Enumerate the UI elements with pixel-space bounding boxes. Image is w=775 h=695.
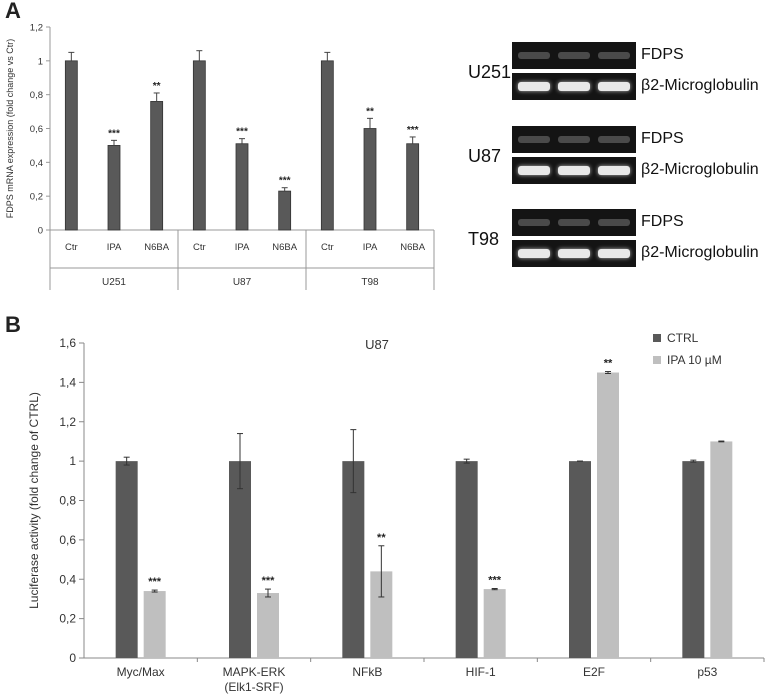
fdps-gel-strip bbox=[512, 209, 636, 236]
bar-ipa bbox=[483, 589, 506, 658]
y-tick-label: 1,6 bbox=[59, 336, 76, 350]
legend-swatch bbox=[653, 334, 661, 342]
legend-swatch bbox=[653, 356, 661, 364]
bar-ipa bbox=[143, 591, 166, 658]
y-tick-label: 0 bbox=[69, 651, 76, 665]
gel-band bbox=[558, 82, 590, 91]
legend-label: IPA 10 µM bbox=[667, 353, 722, 367]
panel-b-letter: B bbox=[5, 312, 21, 337]
x-tick-label: MAPK-ERK bbox=[223, 665, 286, 679]
bar-ctrl bbox=[682, 461, 705, 658]
gel-band bbox=[518, 249, 550, 258]
gel-band bbox=[598, 82, 630, 91]
y-tick-label: 0 bbox=[38, 226, 43, 237]
significance-label: ** bbox=[153, 81, 161, 92]
gel-band bbox=[558, 166, 590, 175]
b2m-label: β2-Microglobulin bbox=[641, 161, 759, 178]
category-label: Ctr bbox=[321, 242, 334, 253]
chart-title: U87 bbox=[365, 337, 389, 352]
gel-band bbox=[598, 136, 630, 143]
gel-band bbox=[518, 52, 550, 59]
category-label: IPA bbox=[107, 242, 122, 253]
y-tick-label: 1,2 bbox=[59, 415, 76, 429]
y-tick-label: 0,2 bbox=[30, 192, 43, 203]
group-label: U251 bbox=[102, 277, 126, 288]
bar-ctrl bbox=[569, 461, 591, 658]
category-label: N6BA bbox=[400, 242, 425, 253]
legend-label: CTRL bbox=[667, 331, 699, 345]
x-tick-label: Myc/Max bbox=[117, 665, 165, 679]
y-tick-label: 0,8 bbox=[59, 494, 76, 508]
y-axis-label: Luciferase activity (fold change of CTRL… bbox=[27, 392, 41, 609]
blot-cell-line-label: U87 bbox=[468, 146, 502, 166]
fdps-label: FDPS bbox=[641, 130, 684, 147]
category-label: N6BA bbox=[144, 242, 169, 253]
bar-ctrl bbox=[342, 461, 365, 658]
gel-band bbox=[598, 52, 630, 59]
panel-a-letter: A bbox=[5, 0, 21, 23]
y-axis-label: FDPS mRNA expression (fold change vs Ctr… bbox=[5, 39, 15, 219]
significance-label: *** bbox=[108, 128, 120, 139]
b2m-label: β2-Microglobulin bbox=[641, 77, 759, 94]
gel-band bbox=[558, 249, 590, 258]
y-tick-label: 1,4 bbox=[59, 375, 76, 389]
bar-ctrl bbox=[229, 461, 251, 658]
x-tick-label: NFkB bbox=[352, 665, 382, 679]
gel-band bbox=[558, 52, 590, 59]
y-tick-label: 1,2 bbox=[30, 23, 43, 34]
fdps-label: FDPS bbox=[641, 213, 684, 230]
gel-band bbox=[558, 136, 590, 143]
y-tick-label: 1 bbox=[69, 454, 76, 468]
significance-label: ** bbox=[366, 106, 374, 117]
group-label: T98 bbox=[361, 277, 379, 288]
y-tick-label: 0,4 bbox=[59, 572, 76, 586]
bar-ctrl bbox=[455, 461, 478, 658]
bar-ipa bbox=[597, 372, 619, 658]
significance-label: *** bbox=[488, 575, 502, 587]
category-label: Ctr bbox=[193, 242, 206, 253]
significance-label: *** bbox=[262, 575, 276, 587]
category-label: IPA bbox=[235, 242, 250, 253]
y-tick-label: 0,6 bbox=[30, 124, 43, 135]
bar-ipa bbox=[370, 571, 393, 658]
group-label: U87 bbox=[233, 277, 252, 288]
category-label: IPA bbox=[363, 242, 378, 253]
gel-band bbox=[518, 136, 550, 143]
x-tick-label: (Elk1-SRF) bbox=[224, 680, 283, 694]
y-tick-label: 1 bbox=[38, 56, 43, 67]
x-tick-label: p53 bbox=[697, 665, 717, 679]
y-tick-label: 0,2 bbox=[59, 612, 76, 626]
y-tick-label: 0,6 bbox=[59, 533, 76, 547]
significance-label: *** bbox=[148, 576, 162, 588]
b2m-label: β2-Microglobulin bbox=[641, 244, 759, 261]
fdps-gel-strip bbox=[512, 126, 636, 153]
fdps-label: FDPS bbox=[641, 46, 684, 63]
blot-cell-line-label: U251 bbox=[468, 62, 512, 82]
category-label: Ctr bbox=[65, 242, 78, 253]
y-tick-label: 0,4 bbox=[30, 158, 43, 169]
significance-label: *** bbox=[236, 127, 248, 138]
x-tick-label: E2F bbox=[583, 665, 605, 679]
gel-band bbox=[598, 219, 630, 226]
significance-label: ** bbox=[377, 532, 386, 544]
y-tick-label: 0,8 bbox=[30, 90, 43, 101]
gel-band bbox=[598, 249, 630, 258]
significance-label: *** bbox=[407, 125, 419, 136]
gel-band bbox=[598, 166, 630, 175]
gel-band bbox=[518, 82, 550, 91]
bar-ipa bbox=[257, 593, 279, 658]
significance-label: ** bbox=[604, 358, 613, 370]
x-tick-label: HIF-1 bbox=[466, 665, 496, 679]
category-label: N6BA bbox=[272, 242, 297, 253]
significance-label: *** bbox=[279, 176, 291, 187]
gel-band bbox=[518, 166, 550, 175]
gel-band bbox=[518, 219, 550, 226]
bar-ctrl bbox=[115, 461, 138, 658]
fdps-gel-strip bbox=[512, 42, 636, 69]
blot-cell-line-label: T98 bbox=[468, 229, 500, 249]
gel-band bbox=[558, 219, 590, 226]
bar-ipa bbox=[710, 441, 733, 658]
